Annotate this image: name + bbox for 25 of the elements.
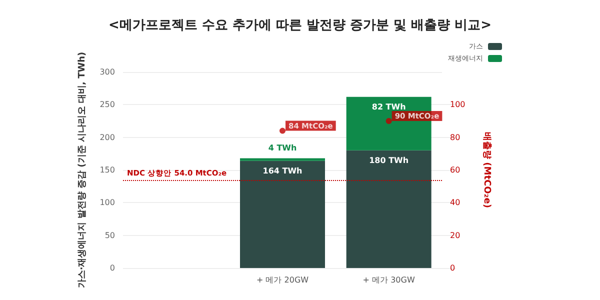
y-tick-label: 150	[100, 166, 115, 174]
y-tick-label: 250	[100, 100, 115, 110]
y2-tick-label: 100	[450, 100, 466, 110]
x-tick-label: + 메가 20GW	[256, 276, 309, 284]
bar	[346, 150, 432, 268]
bar	[240, 160, 325, 268]
data-label: 82 TWh	[372, 102, 406, 112]
y2-tick-label: 80	[450, 132, 460, 142]
y-tick-label: 0	[110, 264, 115, 272]
y-tick-label: 50	[104, 230, 115, 240]
y2-axis-title: 배출량 (MtCO₂e)	[482, 132, 492, 208]
data-label: 180 TWh	[369, 156, 409, 165]
y-tick-label: 200	[100, 132, 115, 142]
chart-title: <메가프로젝트 수요 추가에 따른 발전량 증가분 및 배출량 비교>	[108, 18, 492, 33]
y2-tick-label: 40	[450, 198, 460, 208]
data-label: 164 TWh	[262, 166, 303, 176]
y-tick-label: 300	[100, 68, 115, 76]
y2-tick-label: 20	[450, 230, 460, 240]
y2-tick-label: 60	[450, 166, 460, 174]
y2-tick-label: 0	[450, 264, 456, 272]
y-axis-title: 가스·재생에너지 발전량 증감 (기준 시나리오 대비, TWh)	[78, 52, 88, 288]
data-label: 4 TWh	[268, 144, 297, 153]
x-tick-label: + 메가 30GW	[362, 276, 415, 284]
y-tick-label: 100	[100, 198, 115, 208]
bar	[240, 158, 325, 161]
